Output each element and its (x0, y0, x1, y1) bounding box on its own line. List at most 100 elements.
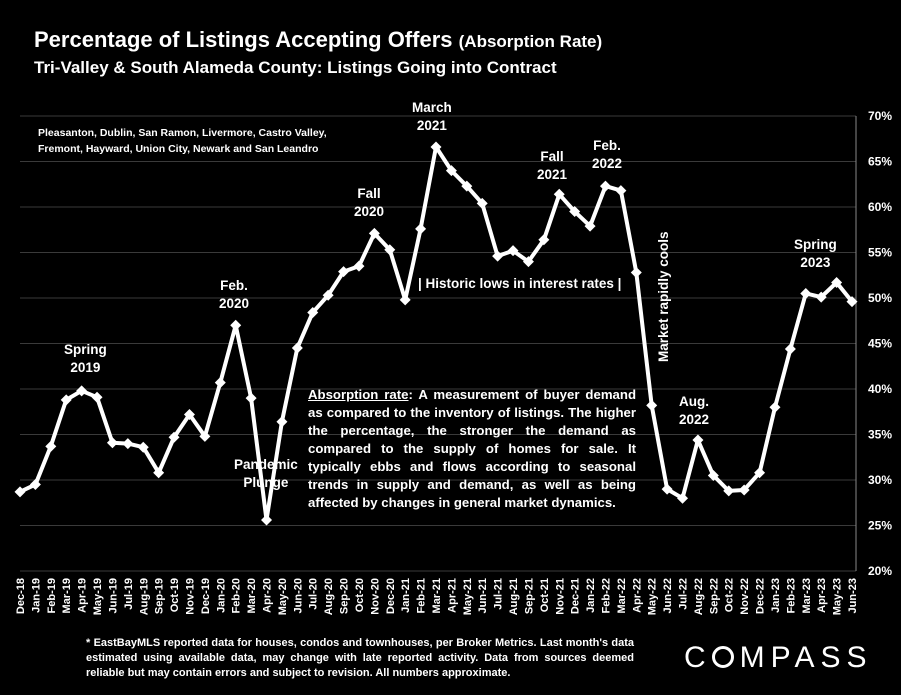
annotation-line: 2022 (592, 156, 623, 171)
data-point (677, 492, 689, 504)
chart-title-main: Percentage of Listings Accepting Offers (34, 27, 453, 52)
x-tick-label: Oct-22 (724, 578, 736, 612)
data-point (522, 256, 534, 268)
data-point (707, 469, 719, 481)
annotation-line: 2019 (70, 360, 101, 375)
annotation-feb-2020: Feb. 2020 (219, 277, 249, 313)
annotation-line: Feb. (593, 138, 621, 153)
x-tick-label: May-19 (92, 578, 104, 615)
y-tick-label: 20% (868, 564, 892, 578)
annotation-line: 2021 (416, 118, 447, 133)
y-tick-label: 60% (868, 200, 892, 214)
logo-text-post: MPASS (739, 641, 873, 674)
data-point (430, 141, 442, 153)
annotation-line: Feb. (220, 278, 248, 293)
annotation-march-2021: March 2021 (412, 99, 452, 135)
x-tick-label: Feb-22 (600, 578, 612, 613)
data-point (322, 289, 334, 301)
annotation-line: Spring (794, 237, 837, 252)
data-point (399, 294, 411, 306)
data-point (230, 319, 242, 331)
data-point (553, 188, 565, 200)
x-tick-label: Nov-21 (554, 578, 566, 615)
x-tick-label: Feb-21 (416, 578, 428, 613)
x-tick-labels: Dec-18 Jan-19 Feb-19 Mar-19 Apr-19 May-19 Jun-… (15, 578, 859, 615)
series-markers (14, 141, 858, 526)
compass-logo: C MPASS (684, 641, 872, 675)
annotation-spring-2019: Spring 2019 (64, 341, 107, 377)
data-point (815, 291, 827, 303)
x-tick-label: May-20 (277, 578, 289, 615)
x-tick-label: Mar-20 (246, 578, 258, 613)
annotation-line: 2020 (219, 296, 250, 311)
definition-text: : A measurement of buyer demand as compa… (308, 387, 636, 510)
data-point (153, 467, 165, 479)
x-tick-label: Sep-20 (339, 578, 351, 614)
data-point (368, 227, 380, 239)
data-point (507, 245, 519, 257)
x-tick-label: Jan-20 (215, 578, 227, 613)
x-tick-label: Mar-23 (801, 578, 813, 613)
x-tick-label: Nov-20 (369, 578, 381, 615)
x-tick-label: Jul-21 (493, 578, 505, 610)
x-tick-label: Mar-19 (61, 578, 73, 613)
data-point (754, 467, 766, 479)
data-point (261, 514, 273, 526)
annotation-line: 2021 (537, 167, 568, 182)
x-tick-label: Dec-19 (200, 578, 212, 614)
x-tick-label: Sep-21 (523, 578, 535, 614)
data-point (199, 430, 211, 442)
x-tick-label: Jan-23 (770, 578, 782, 613)
data-point (338, 266, 350, 278)
y-tick-label: 25% (868, 519, 892, 533)
data-point (584, 220, 596, 232)
data-point (384, 244, 396, 256)
x-tick-label: Apr-19 (77, 578, 89, 613)
annotation-line: 2022 (679, 412, 710, 427)
data-point (615, 185, 627, 197)
data-point (784, 343, 796, 355)
y-tick-label: 55% (868, 246, 892, 260)
x-tick-label: Jun-19 (107, 578, 119, 613)
x-tick-label: Apr-22 (631, 578, 643, 613)
annotation-fall-2021: Fall 2021 (537, 148, 567, 184)
data-point (630, 267, 642, 279)
x-tick-label: Jun-21 (477, 578, 489, 613)
y-tick-label: 40% (868, 382, 892, 396)
x-tick-label: Oct-20 (354, 578, 366, 612)
x-tick-label: Feb-19 (46, 578, 58, 613)
y-tick-label: 35% (868, 428, 892, 442)
x-tick-label: Jun-22 (662, 578, 674, 613)
y-tick-label: 70% (868, 109, 892, 123)
x-tick-label: Aug-21 (508, 578, 520, 615)
data-point (599, 180, 611, 192)
footnote: * EastBayMLS reported data for houses, c… (86, 637, 634, 679)
data-point (122, 438, 134, 450)
y-tick-label: 45% (868, 337, 892, 351)
absorption-definition: Absorption rate: A measurement of buyer … (308, 386, 636, 512)
annotation-historic-lows: | Historic lows in interest rates | (418, 276, 622, 291)
data-point (137, 441, 149, 453)
annotation-line: Pandemic (234, 457, 298, 472)
x-tick-label: Oct-21 (539, 578, 551, 612)
data-point (276, 416, 288, 428)
data-point (646, 399, 658, 411)
x-tick-label: Dec-21 (570, 578, 582, 614)
data-point (538, 234, 550, 246)
data-point (445, 165, 457, 177)
data-point (769, 401, 781, 413)
x-tick-label: Oct-19 (169, 578, 181, 612)
annotation-line: March (412, 100, 452, 115)
x-tick-label: Jan-19 (30, 578, 42, 613)
x-tick-label: Jul-22 (678, 578, 690, 610)
data-point (831, 277, 843, 289)
x-tick-label: Sep-22 (708, 578, 720, 614)
data-point (76, 385, 88, 397)
x-tick-label: Sep-19 (154, 578, 166, 614)
annotation-line: Plunge (243, 475, 289, 490)
x-tick-label: Jul-20 (308, 578, 320, 610)
data-point (661, 483, 673, 495)
data-point (461, 180, 473, 192)
data-point (569, 206, 581, 218)
x-tick-label: Apr-21 (446, 578, 458, 613)
